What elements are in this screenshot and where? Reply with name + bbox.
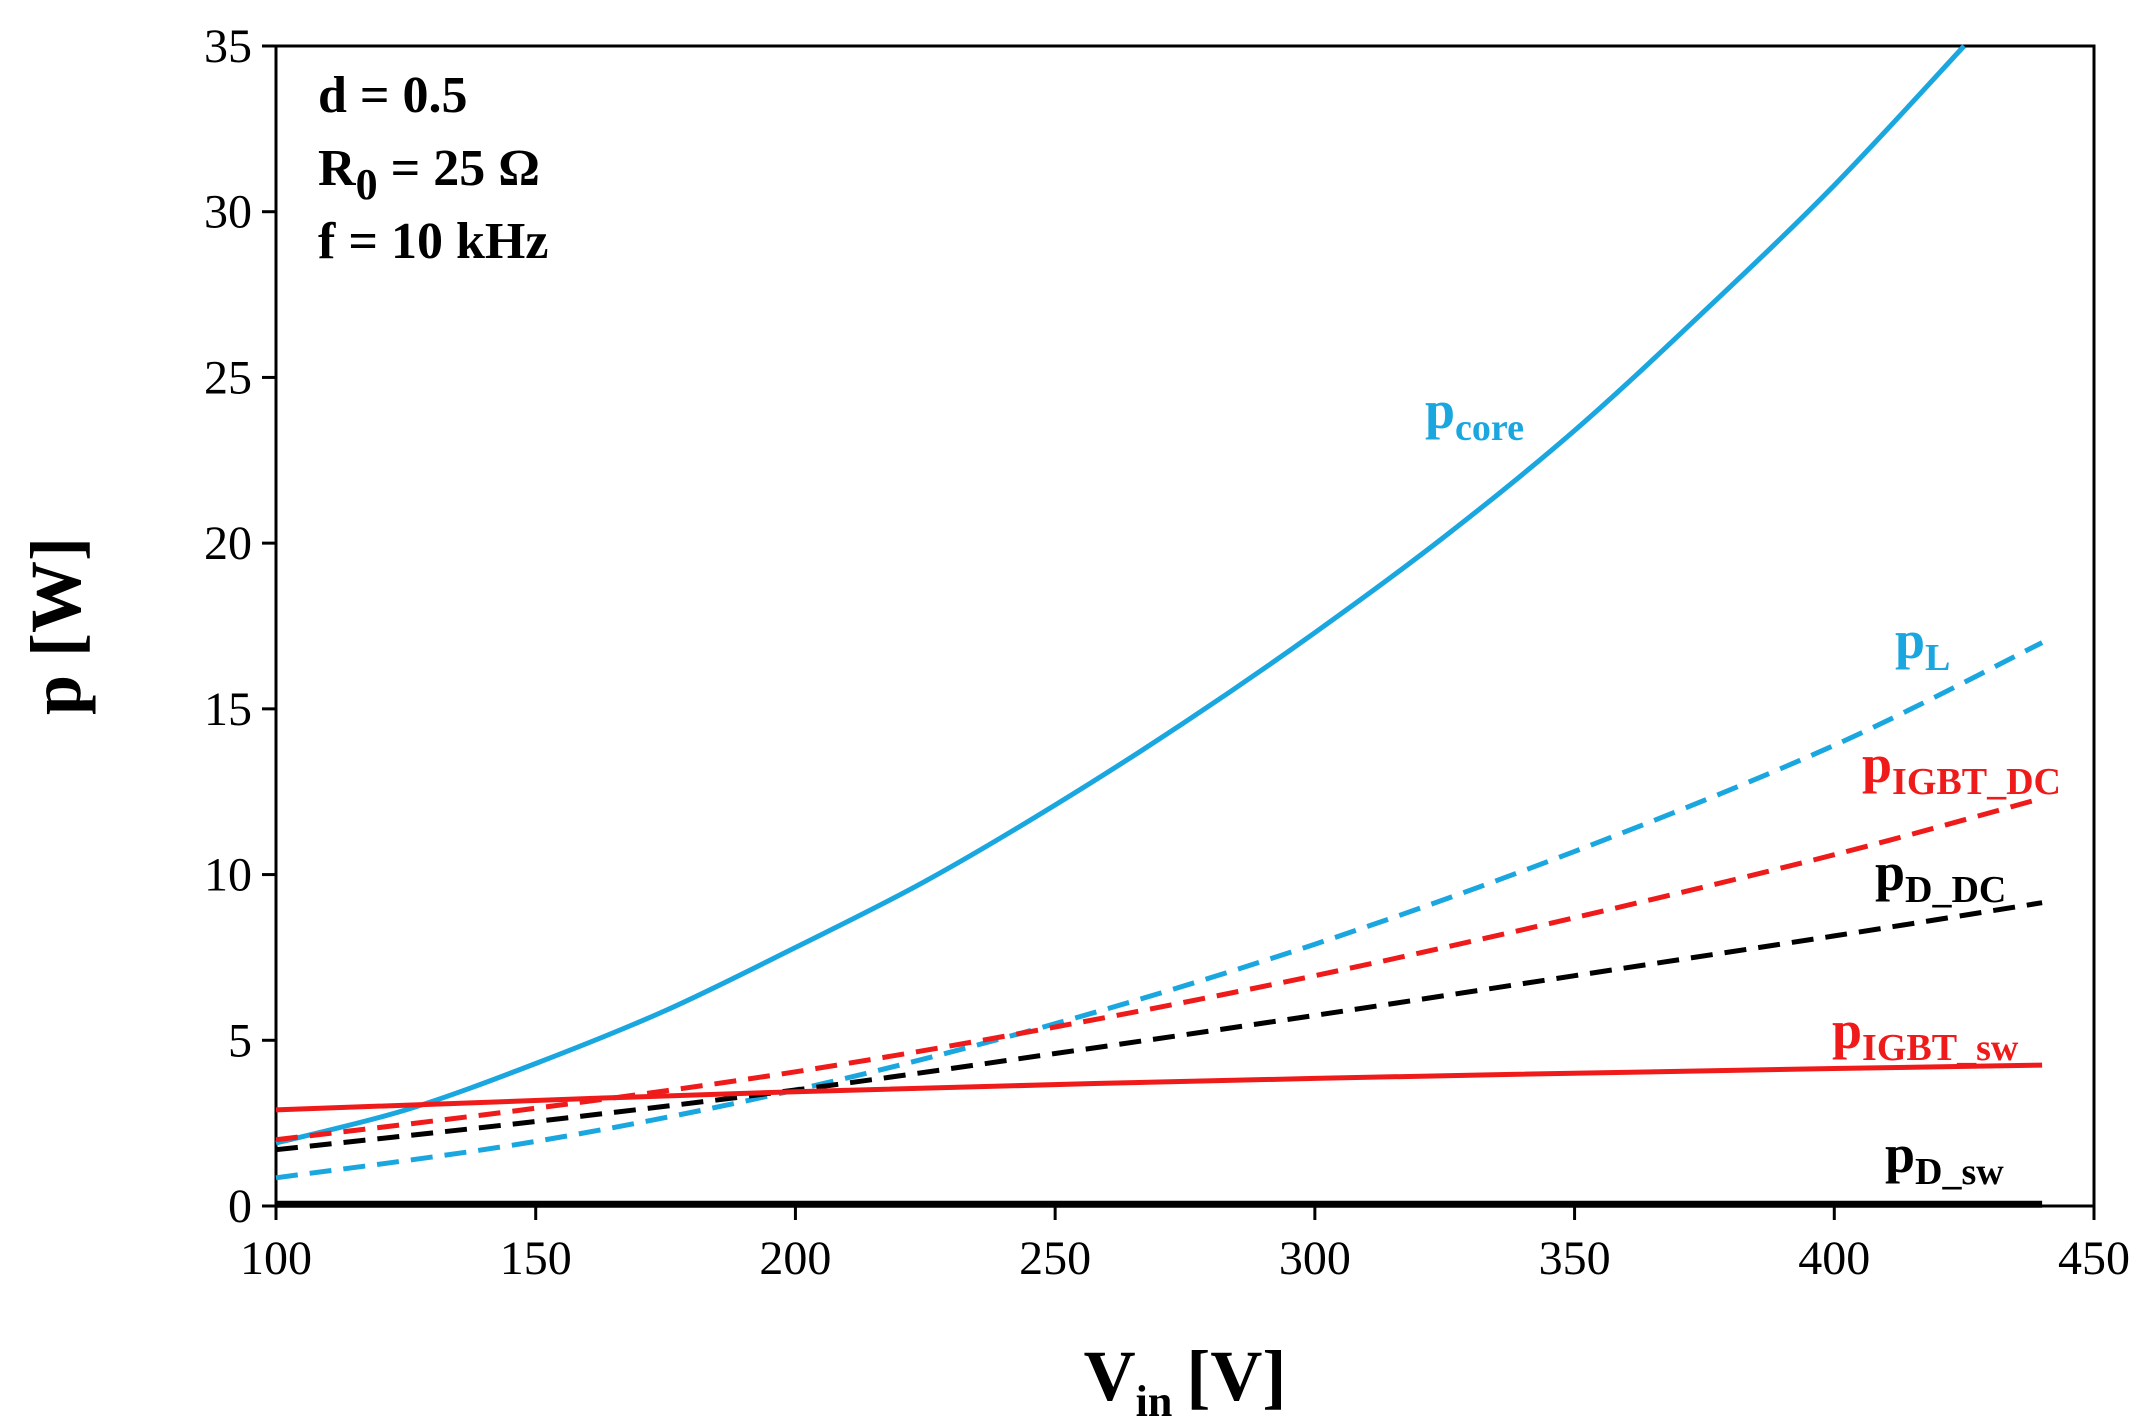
series-line-p-d-dc — [275, 900, 2043, 1153]
y-tick-label: 10 — [204, 849, 252, 902]
x-axis-label: Vin [V] — [1084, 1336, 1287, 1418]
x-tick-label: 200 — [759, 1232, 831, 1285]
plot-frame — [274, 44, 2096, 1208]
annotation-f: f = 10 kHz — [318, 213, 548, 270]
x-tick-label: 100 — [240, 1232, 312, 1285]
series-line-p-igbt-sw — [275, 1062, 2043, 1113]
annotation-d: d = 0.5 — [318, 67, 468, 124]
x-axis-ticks: 100 150 200 250 300 350 400 450 — [240, 1206, 2130, 1285]
y-axis-ticks: 0 5 10 15 20 25 30 35 — [204, 20, 276, 1233]
series-label-p-l: pL — [1895, 610, 1950, 679]
y-tick-label: 0 — [228, 1180, 252, 1233]
annotation-r0: R0 = 25 Ω — [318, 140, 540, 209]
x-tick-label: 250 — [1019, 1232, 1091, 1285]
series-label-p-d-sw: pD_sw — [1885, 1124, 2004, 1193]
series-line-p-igbt-dc — [275, 795, 2043, 1143]
x-tick-label: 400 — [1798, 1232, 1870, 1285]
x-tick-label: 150 — [500, 1232, 572, 1285]
x-tick-label: 350 — [1539, 1232, 1611, 1285]
x-tick-label: 300 — [1279, 1232, 1351, 1285]
series-label-p-igbt-sw: pIGBT_sw — [1832, 1000, 2019, 1069]
y-tick-label: 5 — [228, 1014, 252, 1067]
y-axis-label: p [W] — [16, 537, 96, 715]
y-tick-label: 30 — [204, 186, 252, 239]
x-tick-label: 450 — [2058, 1232, 2130, 1285]
y-tick-label: 25 — [204, 351, 252, 404]
series-label-p-core: pcore — [1425, 380, 1524, 449]
series-labels: pcore pL pIGBT_DC pD_DC pIGBT_sw pD_sw — [1425, 380, 2061, 1193]
series-line-p-l — [275, 640, 2044, 1181]
y-tick-label: 20 — [204, 517, 252, 570]
series-label-p-igbt-dc: pIGBT_DC — [1862, 734, 2061, 803]
y-tick-label: 15 — [204, 683, 252, 736]
series-label-p-d-dc: pD_DC — [1875, 842, 2006, 911]
series-layer — [275, 44, 2044, 1208]
y-tick-label: 35 — [204, 20, 252, 73]
series-line-p-core — [275, 44, 1966, 1146]
